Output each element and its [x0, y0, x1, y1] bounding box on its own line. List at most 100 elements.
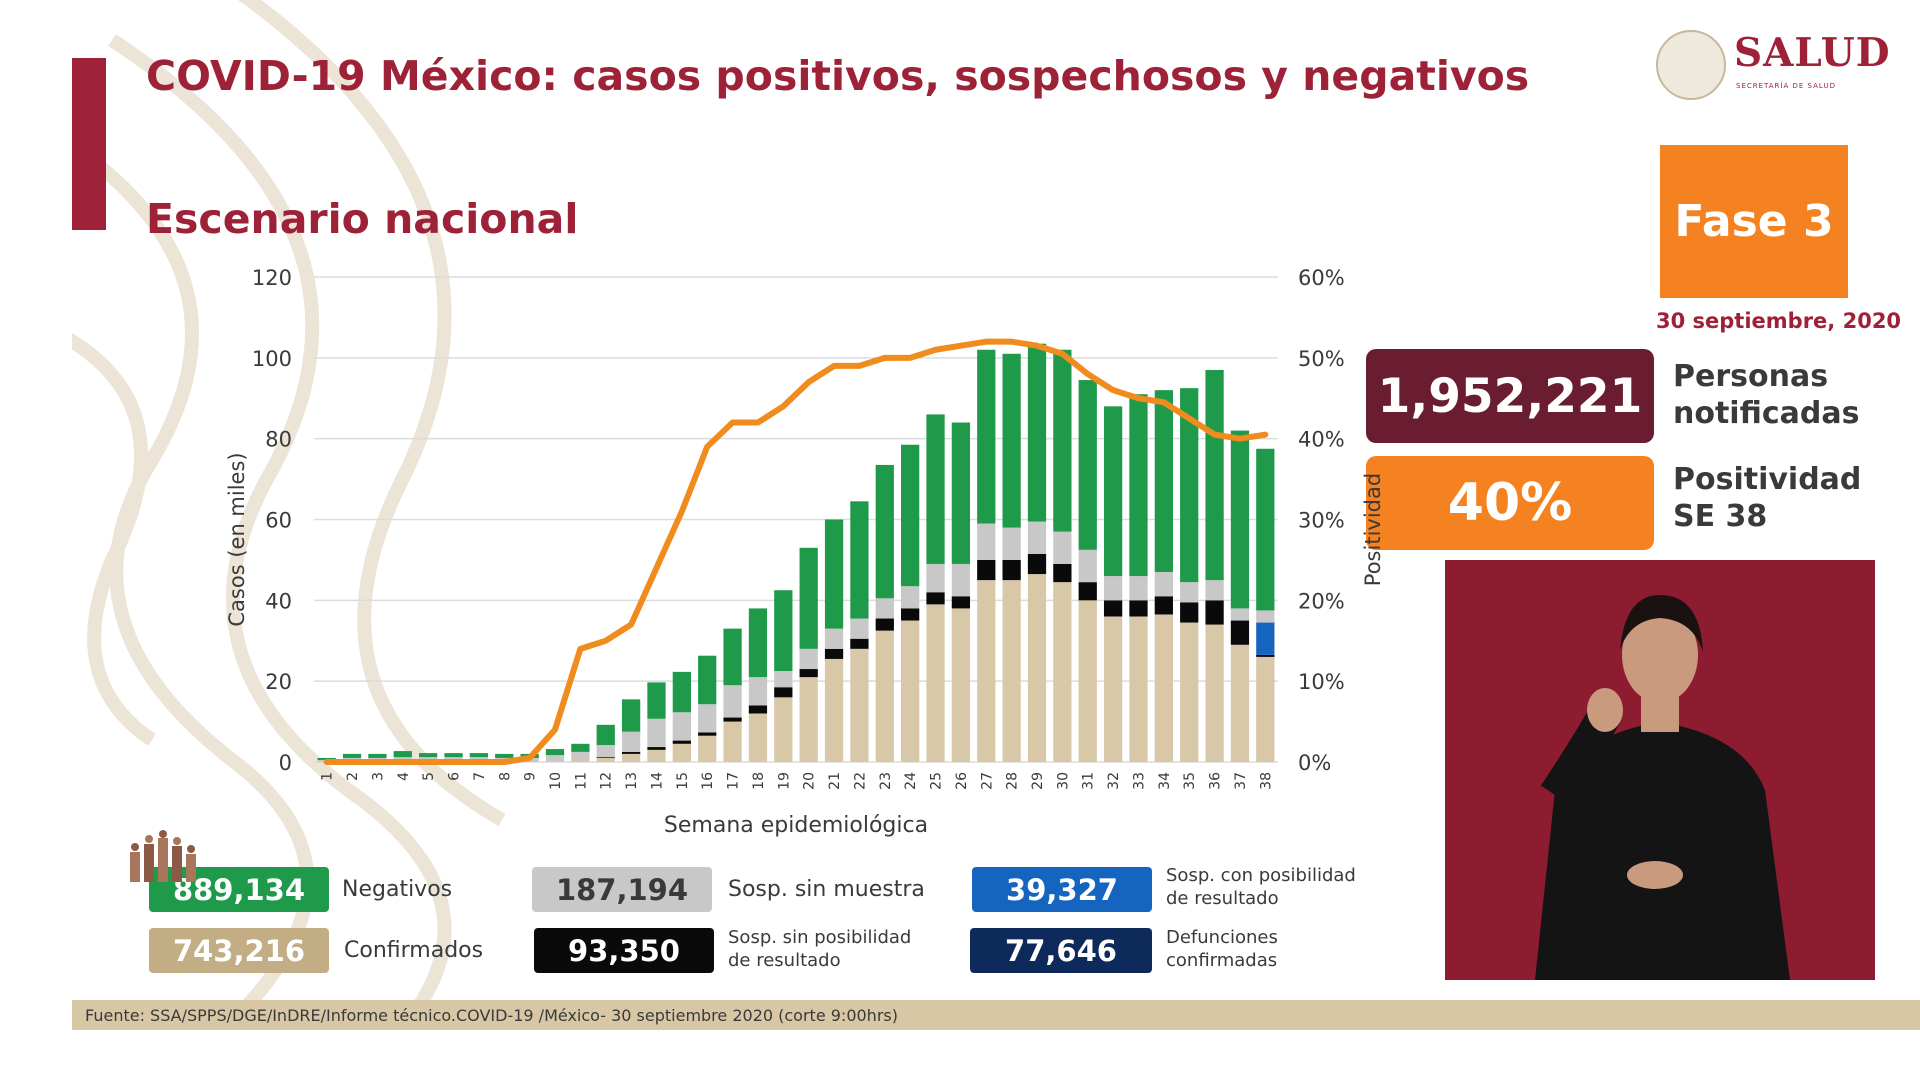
x-tick-label: 13	[624, 772, 640, 790]
positivity-value: 40%	[1366, 456, 1654, 550]
bar-segment	[621, 731, 641, 752]
bar-segment	[850, 501, 869, 619]
national-seal-icon	[1656, 30, 1726, 100]
x-tick-label: 25	[929, 772, 945, 790]
bar-segment	[748, 705, 768, 714]
bar-segment	[1230, 608, 1250, 621]
bar-segment	[1129, 394, 1148, 577]
legend-sosp-sin-posibilidad-line1: Sosp. sin posibilidad	[728, 927, 912, 948]
x-tick-label: 36	[1208, 772, 1224, 790]
positivity-label-line1: Positividad	[1673, 462, 1862, 497]
bar-segment	[1103, 406, 1123, 577]
x-tick-label: 1	[320, 772, 336, 781]
bar-segment	[545, 761, 565, 762]
bar-segment	[1002, 527, 1021, 560]
x-tick-label: 32	[1106, 772, 1122, 790]
x-tick-label: 15	[675, 772, 691, 790]
bar-segment	[647, 747, 666, 750]
page-title: COVID-19 México: casos positivos, sospec…	[146, 52, 1530, 100]
legend-defunciones-line2: confirmadas	[1166, 950, 1278, 971]
x-tick-label: 38	[1258, 772, 1274, 790]
x-tick-label: 3	[370, 772, 386, 781]
bar-segment	[1027, 574, 1047, 762]
bar-segment	[901, 444, 920, 587]
bar-segment	[901, 620, 920, 762]
x-tick-label: 17	[726, 772, 742, 790]
bar-segment	[799, 648, 818, 670]
y-tick-label: 40	[265, 589, 292, 613]
x-tick-label: 4	[396, 772, 412, 781]
bar-segment	[1154, 614, 1173, 762]
x-tick-label: 30	[1055, 772, 1071, 790]
y-tick-label: 120	[252, 266, 292, 290]
legend-sosp-sin-posibilidad-value: 93,350	[534, 928, 714, 973]
bar-segment	[1154, 596, 1173, 615]
x-tick-label: 16	[700, 772, 716, 790]
bar-segment	[1053, 582, 1072, 762]
slide: COVID-19 México: casos positivos, sospec…	[72, 0, 1920, 1030]
accent-bar	[72, 58, 106, 230]
logo-main-text: SALUD	[1734, 30, 1891, 76]
bar-segment	[1205, 600, 1224, 625]
bar-segment	[774, 687, 793, 698]
x-tick-label: 22	[852, 772, 868, 790]
x-tick-label: 26	[954, 772, 970, 790]
bar-segment	[977, 523, 996, 560]
bar-segment	[1256, 654, 1275, 657]
bar-segment	[1205, 369, 1224, 581]
x-tick-label: 2	[345, 772, 361, 781]
bar-segment	[469, 753, 489, 758]
x-tick-label: 19	[776, 772, 792, 790]
x-tick-label: 11	[573, 772, 589, 790]
y-tick-label: 0	[279, 751, 292, 775]
bar-segment	[1180, 388, 1199, 583]
y-tick-label: 60	[265, 509, 292, 533]
y2-axis-label: Positividad	[1361, 473, 1385, 586]
x-tick-label: 10	[548, 772, 564, 790]
bar-segment	[698, 704, 717, 733]
y2-tick-label: 10%	[1298, 670, 1345, 694]
legend-sosp-con-posibilidad-line1: Sosp. con posibilidad	[1166, 865, 1356, 886]
bar-segment	[799, 669, 818, 678]
bar-segment	[951, 596, 971, 609]
bar-segment	[698, 735, 717, 762]
x-tick-label: 23	[878, 772, 894, 790]
salud-logo: SALUD SECRETARÍA DE SALUD	[1656, 26, 1896, 106]
bar-segment	[1002, 580, 1021, 762]
bar-segment	[1154, 572, 1173, 597]
bar-segment	[419, 753, 438, 758]
bar-segment	[1078, 582, 1097, 601]
bar-segment	[774, 590, 793, 672]
x-tick-label: 28	[1005, 772, 1021, 790]
bar-segment	[1129, 600, 1148, 617]
bar-segment	[1103, 576, 1123, 601]
legend-confirmados-label: Confirmados	[344, 938, 484, 963]
bar-segment	[1256, 622, 1275, 655]
y-axis-label: Casos (en miles)	[225, 452, 249, 626]
bar-segment	[850, 618, 869, 639]
bar-segment	[1053, 349, 1072, 532]
bar-segment	[1230, 620, 1250, 645]
bar-segment	[571, 759, 590, 762]
legend-defunciones-value: 77,646	[970, 928, 1152, 973]
y-tick-label: 20	[265, 670, 292, 694]
x-tick-label: 31	[1081, 772, 1097, 790]
bar-segment	[672, 740, 691, 744]
x-tick-label: 14	[649, 772, 665, 790]
bar-segment	[1180, 622, 1199, 762]
bar-segment	[1230, 644, 1250, 762]
x-tick-label: 8	[497, 772, 513, 781]
bar-segment	[723, 685, 742, 718]
bar-segment	[926, 604, 945, 762]
bar-segment	[723, 628, 742, 686]
bar-segment	[317, 757, 336, 760]
bar-segment	[1027, 521, 1047, 554]
bar-segment	[977, 349, 996, 524]
government-logo-icon	[130, 830, 196, 882]
bar-segment	[672, 671, 691, 713]
bar-segment	[850, 638, 869, 649]
positivity-label: Positividad SE 38	[1673, 461, 1893, 535]
bar-segment	[1205, 624, 1224, 762]
bar-segment	[748, 677, 768, 706]
